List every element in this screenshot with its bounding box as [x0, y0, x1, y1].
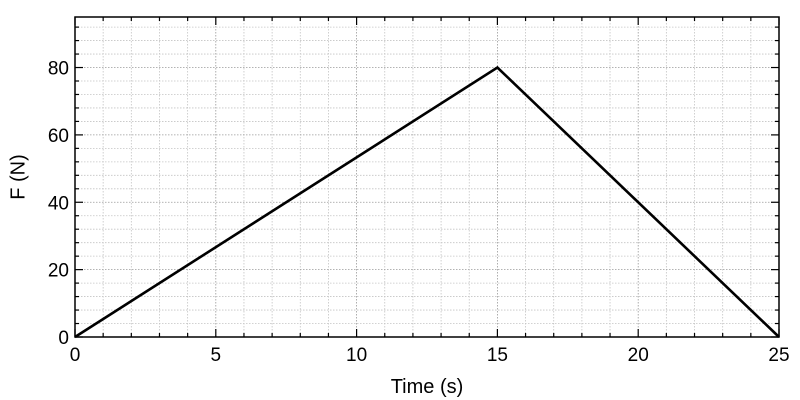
- x-tick-label: 25: [768, 345, 789, 366]
- x-tick-label: 5: [211, 345, 222, 366]
- x-tick-label: 15: [487, 345, 508, 366]
- grid: [74, 17, 780, 338]
- x-tick-label: 10: [346, 345, 367, 366]
- y-tick-label: 0: [58, 328, 69, 349]
- y-tick-label: 80: [48, 59, 69, 80]
- x-tick-label: 20: [628, 345, 649, 366]
- series-line-0: [74, 65, 780, 339]
- y-tick-labels: 0 20 40 60 80: [48, 59, 69, 349]
- plot-frame: [74, 16, 780, 338]
- x-tick-label: 0: [70, 345, 81, 366]
- series-layer: [74, 65, 780, 339]
- y-tick-label: 40: [48, 193, 69, 214]
- y-axis-label: F (N): [7, 154, 29, 200]
- y-tick-label: 20: [48, 261, 69, 282]
- x-axis-label: Time (s): [391, 376, 464, 398]
- y-tick-label: 60: [48, 126, 69, 147]
- x-tick-labels: 0 5 10 15 20 25: [70, 345, 790, 366]
